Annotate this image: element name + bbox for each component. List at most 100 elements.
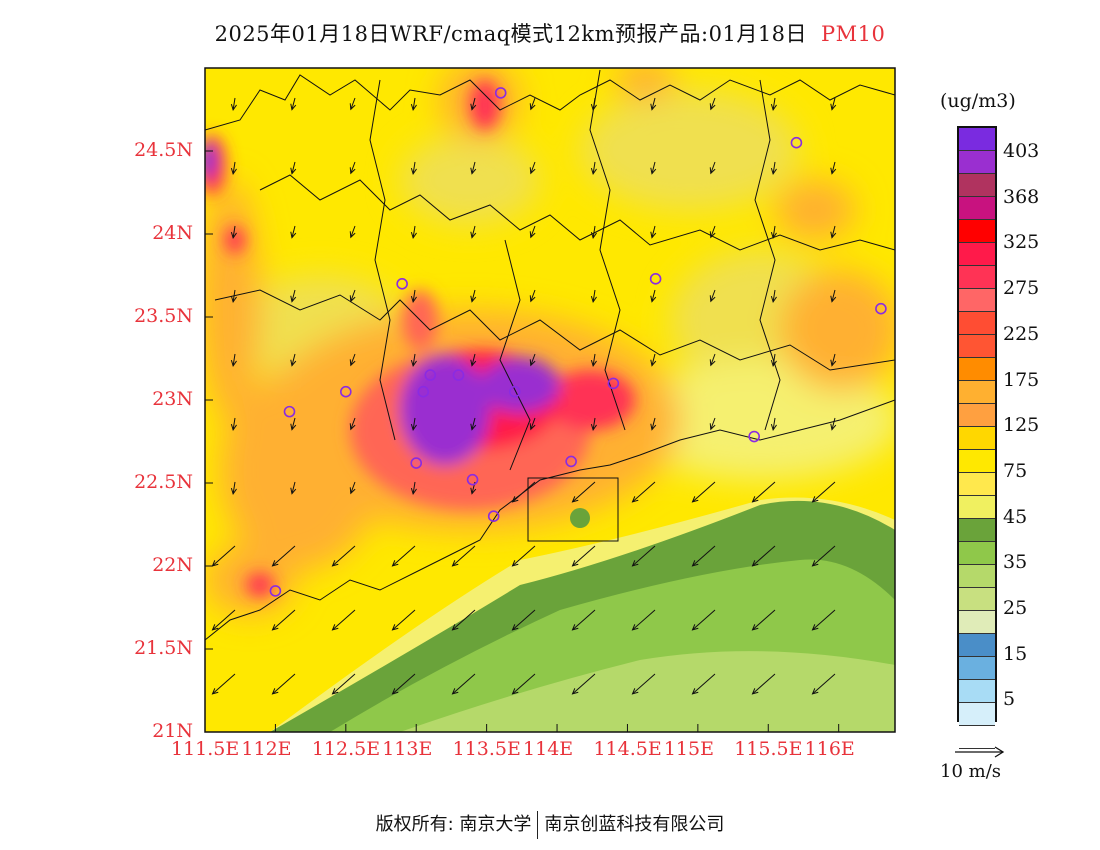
wind-arrow [709, 353, 716, 367]
wind-arrow [650, 289, 657, 303]
station-marker [649, 273, 662, 285]
longitude-label: 113E [382, 738, 433, 760]
station-marker [748, 430, 760, 443]
copyright-footer: 版权所有: 南京大学 南京创蓝科技有限公司 [0, 810, 1100, 839]
wind-arrow [650, 161, 657, 175]
color-scale-segment [959, 427, 995, 450]
wind-arrow [590, 353, 597, 367]
color-scale-segment [959, 565, 995, 588]
station-marker [875, 302, 887, 315]
wind-arrow [830, 161, 837, 175]
station-marker [487, 510, 500, 523]
color-scale-label: 125 [1003, 414, 1040, 437]
station-marker [424, 369, 437, 381]
wind-arrow [271, 609, 296, 631]
wind-arrow [349, 417, 356, 431]
wind-arrow [770, 353, 777, 367]
wind-arrow [349, 97, 356, 111]
wind-arrow [571, 609, 596, 631]
wind-arrow [811, 673, 836, 695]
wind-arrow [529, 353, 536, 367]
wind-arrow [751, 481, 776, 503]
color-scale-label: 5 [1003, 688, 1016, 711]
longitude-label: 113.5E [452, 738, 521, 760]
color-scale-label: 403 [1003, 140, 1040, 162]
latitude-label: 23.5N [134, 305, 193, 327]
wind-arrow [511, 673, 536, 695]
color-scale-segment [959, 519, 995, 542]
wind-arrow [470, 353, 477, 367]
latitude-label: 24N [152, 222, 193, 244]
wind-arrow [410, 97, 417, 111]
wind-arrow [511, 609, 536, 631]
wind-arrow [631, 673, 656, 695]
color-scale-segment [959, 450, 995, 473]
wind-arrow [650, 353, 657, 367]
wind-arrow [770, 161, 777, 175]
longitude-label: 112E [241, 738, 292, 760]
color-scale-segment [959, 197, 995, 220]
longitude-label: 116E [804, 738, 855, 760]
wind-arrow [709, 97, 716, 111]
wind-arrow [391, 609, 416, 631]
wind-arrow [709, 225, 716, 239]
wind-arrow [349, 161, 356, 175]
wind-reference-label: 10 m/s [940, 761, 1001, 782]
longitude-label: 115.5E [734, 738, 803, 760]
wind-arrow [529, 97, 536, 111]
wind-arrow [290, 161, 297, 175]
wind-arrow [271, 545, 296, 567]
wind-arrow [511, 481, 536, 503]
wind-arrow [770, 289, 777, 303]
wind-arrow [709, 161, 716, 175]
color-scale-segment [959, 657, 995, 680]
color-scale-label: 225 [1003, 322, 1040, 345]
title-pollutant: PM10 [821, 22, 886, 46]
wind-arrow [590, 225, 597, 239]
wind-arrow [391, 673, 416, 695]
wind-arrow [830, 289, 837, 303]
wind-arrow [331, 673, 356, 695]
wind-arrow [290, 97, 297, 111]
wind-arrow [631, 545, 656, 567]
color-scale-segment [959, 680, 995, 703]
latitude-label: 21.5N [134, 637, 193, 659]
wind-arrow [571, 481, 596, 503]
color-scale-label: 368 [1003, 185, 1040, 208]
color-scale-segment [959, 289, 995, 312]
longitude-label: 112.5E [311, 738, 381, 760]
wind-arrow [391, 545, 416, 567]
color-scale-label: 325 [1003, 231, 1040, 254]
wind-arrow [529, 225, 536, 239]
color-scale-segment [959, 312, 995, 335]
station-marker [452, 369, 465, 381]
station-marker [340, 385, 352, 398]
wind-arrow [590, 161, 597, 175]
color-scale-segment [959, 151, 995, 174]
wind-arrow [271, 673, 296, 695]
map-title: 2025年01月18日WRF/cmaq模式12km预报产品:01月18日 PM10 [0, 18, 1100, 48]
wind-arrow [631, 609, 656, 631]
wind-arrow [691, 481, 716, 503]
wind-arrow [410, 161, 417, 175]
wind-arrow [830, 353, 837, 367]
title-prefix: 2025年01月18日WRF/cmaq模式12km预报产品:01月18日 [214, 22, 808, 46]
wind-arrow [751, 609, 776, 631]
wind-arrow [290, 289, 297, 303]
monitoring-stations [269, 87, 887, 597]
station-marker [396, 277, 408, 290]
wind-arrow [470, 417, 477, 431]
wind-arrow [230, 97, 237, 111]
wind-arrow [571, 673, 596, 695]
color-scale-label: 25 [1003, 597, 1028, 619]
color-scale-segment [959, 335, 995, 358]
station-marker [269, 585, 282, 597]
boundary-lines [205, 69, 895, 641]
color-scale-label: 75 [1003, 459, 1028, 482]
station-marker [565, 455, 577, 468]
wind-arrow [529, 417, 536, 431]
wind-arrow [410, 225, 417, 239]
wind-arrow [529, 161, 536, 175]
wind-arrow [631, 481, 656, 503]
